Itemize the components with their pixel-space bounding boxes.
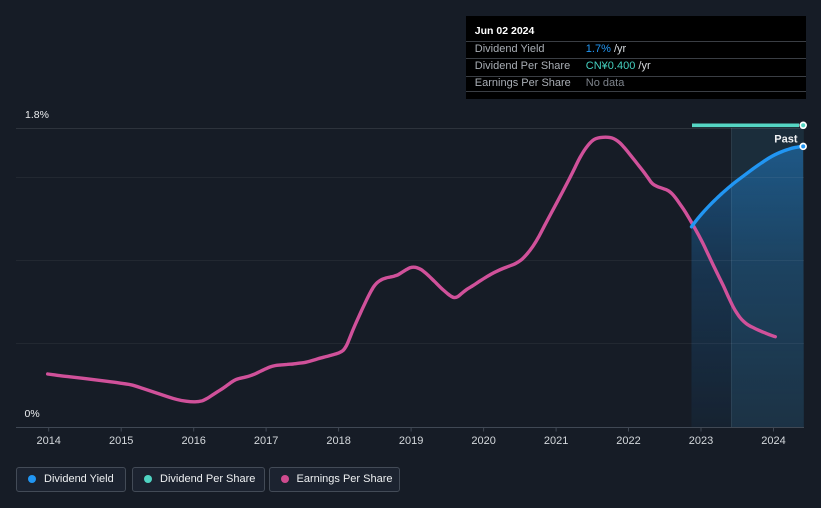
- svg-text:2024: 2024: [761, 435, 785, 447]
- svg-text:2014: 2014: [36, 435, 60, 447]
- svg-text:2018: 2018: [326, 435, 350, 447]
- svg-text:2017: 2017: [254, 435, 278, 447]
- svg-text:2015: 2015: [109, 435, 133, 447]
- svg-text:0%: 0%: [25, 408, 40, 420]
- svg-text:2023: 2023: [689, 435, 713, 447]
- svg-text:2020: 2020: [471, 435, 495, 447]
- svg-text:Past: Past: [774, 134, 798, 146]
- svg-text:2021: 2021: [544, 435, 568, 447]
- svg-text:2022: 2022: [616, 435, 640, 447]
- svg-text:2016: 2016: [181, 435, 205, 447]
- svg-text:1.8%: 1.8%: [25, 109, 49, 121]
- svg-text:2019: 2019: [399, 435, 423, 447]
